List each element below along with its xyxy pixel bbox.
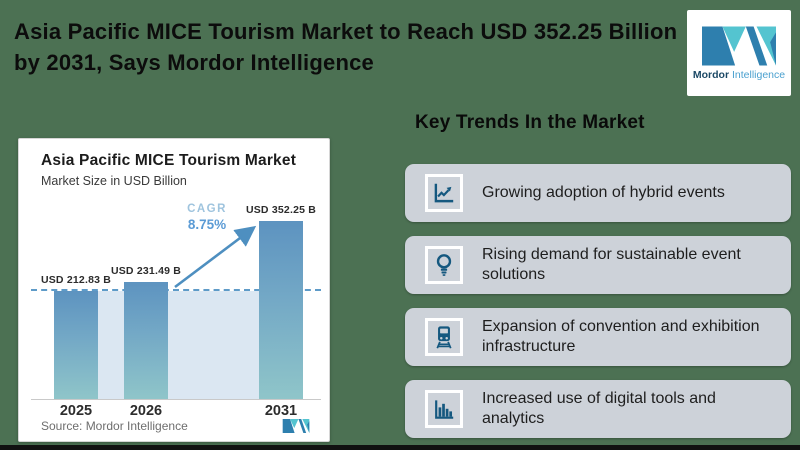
trend-card-sustainable-events: Rising demand for sustainable event solu… <box>405 236 791 294</box>
trend-text: Growing adoption of hybrid events <box>482 184 725 201</box>
bar-2026: USD 231.49 B <box>111 265 181 399</box>
bar-2031: USD 352.25 B <box>246 204 316 399</box>
bar <box>124 282 168 399</box>
trends-heading: Key Trends In the Market <box>415 112 645 133</box>
trend-text: Increased use of digital tools and analy… <box>482 390 716 427</box>
x-tick-2031: 2031 <box>264 403 298 419</box>
cagr-value: 8.75% <box>187 217 227 232</box>
source-attribution: Source: Mordor Intelligence <box>41 419 188 433</box>
page-title: Asia Pacific MICE Tourism Market to Reac… <box>14 19 678 76</box>
mordor-logo-mark-icon <box>702 26 776 66</box>
bar <box>259 221 303 399</box>
train-icon <box>425 318 463 356</box>
logo-word-intelligence: Intelligence <box>731 68 786 81</box>
bar <box>54 291 98 399</box>
bar-value-label: USD 352.25 B <box>245 204 317 216</box>
bar-value-label: USD 231.49 B <box>110 265 182 277</box>
bar-chart-plot: USD 212.83 B USD 231.49 B USD 352.25 B <box>31 197 321 419</box>
chart-subtitle: Market Size in USD Billion <box>41 174 187 188</box>
x-tick-2025: 2025 <box>59 403 93 419</box>
key-trends-panel: Key Trends In the Market Growing adoptio… <box>405 112 791 450</box>
chart-title: Asia Pacific MICE Tourism Market <box>41 152 297 169</box>
bottom-edge-strip <box>0 445 800 450</box>
mordor-logo-mini-icon <box>282 419 310 433</box>
dashed-reference-line <box>31 289 321 291</box>
x-tick-2026: 2026 <box>129 403 163 419</box>
logo-word-mordor: Mordor <box>692 68 730 81</box>
cagr-annotation: CAGR 8.75% <box>171 203 243 232</box>
market-chart-card: Asia Pacific MICE Tourism Market Market … <box>18 138 330 442</box>
mordor-intelligence-logo: Mordor Intelligence <box>687 10 791 96</box>
trend-text: Expansion of convention and exhibition i… <box>482 318 760 355</box>
bar-chart-icon <box>425 390 463 428</box>
bar-2025: USD 212.83 B <box>41 274 111 399</box>
growth-chart-icon <box>425 174 463 212</box>
trend-card-infrastructure: Expansion of convention and exhibition i… <box>405 308 791 366</box>
trend-card-digital-tools: Increased use of digital tools and analy… <box>405 380 791 438</box>
logo-wordmark: Mordor Intelligence <box>693 70 785 81</box>
lightbulb-icon <box>425 246 463 284</box>
trend-text: Rising demand for sustainable event solu… <box>482 246 741 283</box>
bar-value-label: USD 212.83 B <box>40 274 112 286</box>
cagr-label: CAGR <box>187 203 227 215</box>
chart-footer: Source: Mordor Intelligence <box>41 419 311 433</box>
trend-card-hybrid-events: Growing adoption of hybrid events <box>405 164 791 222</box>
x-axis-line <box>31 399 321 400</box>
